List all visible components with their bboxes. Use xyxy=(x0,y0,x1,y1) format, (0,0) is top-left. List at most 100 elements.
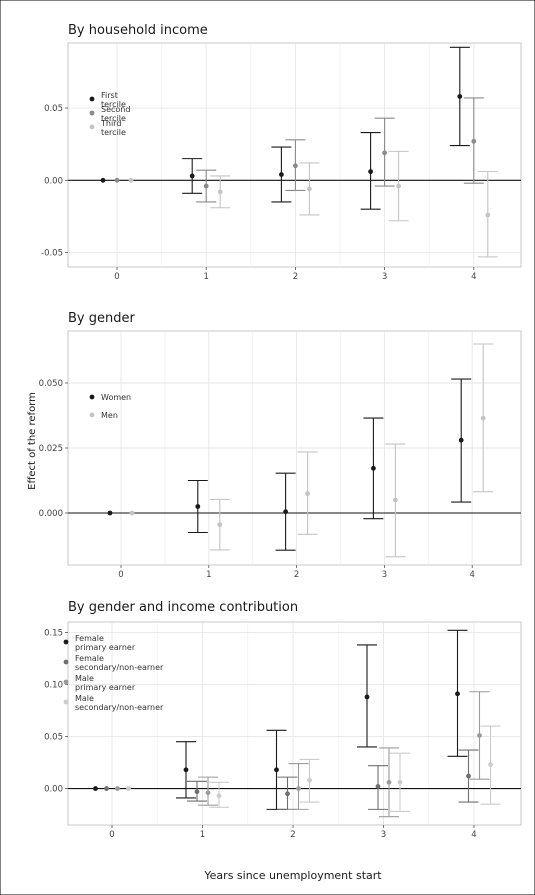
legend-marker xyxy=(89,394,95,400)
x-tick-label: 2 xyxy=(294,570,299,580)
data-point xyxy=(477,733,482,738)
legend-marker xyxy=(89,124,95,130)
data-point xyxy=(189,173,195,179)
data-point xyxy=(393,497,398,503)
legend-label: Female xyxy=(75,634,104,643)
panel-2: By gender 0.050 0.025 0.000 0 1 2 3 4 Women Men xyxy=(39,311,522,580)
x-axis-label: Years since unemployment start xyxy=(203,869,382,882)
legend-label: tercile xyxy=(101,100,126,109)
panel-title: By household income xyxy=(68,23,208,38)
data-point xyxy=(279,172,284,177)
data-point xyxy=(457,94,463,99)
data-point xyxy=(195,504,201,509)
data-point xyxy=(293,163,298,169)
data-point xyxy=(471,138,477,144)
data-point xyxy=(283,509,288,515)
data-point xyxy=(386,779,392,785)
panel-1: By household income 0.05 0.00 -0.05 0 1 2 3 4 Fir… xyxy=(41,23,522,282)
data-point xyxy=(480,415,486,421)
data-point xyxy=(104,786,109,791)
data-point xyxy=(126,786,131,791)
data-point xyxy=(305,491,310,496)
data-point xyxy=(217,522,223,528)
x-tick-label: 0 xyxy=(109,830,114,840)
y-axis-label: Effect of the reform xyxy=(27,392,38,490)
data-point xyxy=(93,786,98,791)
y-tick-label: 0.10 xyxy=(44,680,63,690)
legend-label: Men xyxy=(101,411,118,420)
y-tick-label: 0.00 xyxy=(44,785,63,795)
legend-label: primary earner xyxy=(75,643,136,652)
legend-label: Second xyxy=(101,105,130,114)
x-tick-label: 3 xyxy=(381,830,386,840)
data-point xyxy=(274,767,279,773)
legend: Women Men xyxy=(89,393,131,420)
data-point xyxy=(203,183,209,189)
panels-group: By household income 0.05 0.00 -0.05 0 1 2 3 4 Fir… xyxy=(39,23,522,840)
x-tick-label: 1 xyxy=(203,272,208,282)
y-tick-label: 0.050 xyxy=(39,379,63,389)
panel-title: By gender and income contribution xyxy=(68,600,298,615)
x-tick-label: 1 xyxy=(206,570,211,580)
y-tick-label: 0.15 xyxy=(44,628,63,638)
x-tick-label: 2 xyxy=(293,272,298,282)
data-point xyxy=(100,177,106,183)
legend-marker xyxy=(63,679,69,685)
legend-label: secondary/non-earner xyxy=(75,663,164,672)
y-tick-label: 0.05 xyxy=(44,733,63,743)
data-point xyxy=(128,177,134,183)
data-point xyxy=(307,186,312,192)
x-tick-label: 1 xyxy=(200,830,205,840)
panel-title: By gender xyxy=(68,311,135,326)
data-point xyxy=(194,789,200,795)
data-point xyxy=(216,793,222,799)
legend-label: Male xyxy=(75,694,94,703)
x-tick-label: 0 xyxy=(114,272,119,282)
y-tick-label: 0.00 xyxy=(44,176,63,186)
x-tick-label: 3 xyxy=(382,272,387,282)
x-tick-label: 4 xyxy=(471,272,476,282)
data-point xyxy=(371,465,376,471)
legend-label: First xyxy=(101,91,118,100)
x-tick-label: 0 xyxy=(118,570,123,580)
x-tick-label: 4 xyxy=(471,830,476,840)
data-point xyxy=(129,510,135,516)
data-point xyxy=(205,790,211,796)
legend-marker xyxy=(63,639,69,645)
data-point xyxy=(466,773,471,779)
data-point xyxy=(382,150,387,156)
legend-label: secondary/non-earner xyxy=(75,703,164,712)
data-point xyxy=(397,779,403,785)
x-tick-label: 4 xyxy=(469,570,474,580)
data-point xyxy=(458,437,464,443)
y-tick-label: 0.05 xyxy=(44,104,63,114)
legend-marker xyxy=(63,659,69,665)
y-tick-label: 0.025 xyxy=(39,444,63,454)
legend-label: Women xyxy=(101,393,131,402)
x-tick-label: 3 xyxy=(382,570,387,580)
data-point xyxy=(285,791,290,797)
data-point xyxy=(455,691,460,697)
data-point xyxy=(217,189,223,195)
data-point xyxy=(368,169,373,175)
legend-label: Female xyxy=(75,654,104,663)
data-point xyxy=(485,212,491,218)
data-point xyxy=(183,767,189,773)
data-point xyxy=(488,762,493,768)
data-point xyxy=(107,510,113,516)
panel-3: By gender and income contribution 0.15 0.1… xyxy=(44,600,522,840)
data-point xyxy=(114,177,120,183)
data-point xyxy=(296,786,301,791)
legend-marker xyxy=(89,96,95,102)
legend-marker xyxy=(63,699,69,705)
data-point xyxy=(396,183,401,189)
plot-area xyxy=(67,42,522,268)
legend-label: Male xyxy=(75,674,94,683)
plot-area xyxy=(67,621,522,826)
legend-label: Third xyxy=(100,119,121,128)
data-point xyxy=(375,784,381,789)
legend-marker xyxy=(89,412,95,418)
